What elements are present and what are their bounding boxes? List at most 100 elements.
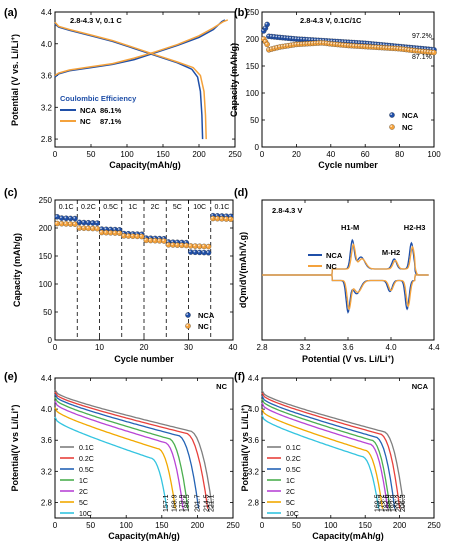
plot-f-line-0.5c [261,395,396,509]
plot-b-point-nc-shine [363,44,366,47]
plot-c-xtick-label: 10 [95,343,104,352]
plot-b-point-nca-shine [421,47,424,49]
plot-b-point-nca-shine [313,38,316,41]
plot-f-capacity-label-5c: 175.2 [379,494,386,512]
plot-c-point-nc-shine [180,243,182,246]
plot-b-point-nca-shine [432,48,435,50]
plot-b-point-nca-shine [269,34,272,37]
plot-b-point-nca-shine [335,39,338,42]
plot-b-point-nc-shine [344,43,347,46]
plot-b-legend-name-nca: NCA [402,111,419,120]
panel-label-c: (c) [4,187,18,199]
plot-b-point-nc-shine [330,42,333,45]
plot-f-xlabel: Capacity(mAh/g) [312,531,384,541]
plot-b-retention-nca: 97.2% [412,33,432,40]
plot-d-peak-label: M-H2 [382,248,400,257]
plot-e-xlabel: Capacity(mAh/g) [108,531,180,541]
plot-b-point-nca-shine [344,40,347,43]
plot-c-rate-label: 5C [173,204,182,211]
plot-b-point-nca-shine [377,42,380,45]
plot-a-legend-name-nca: NCA [80,106,97,115]
plot-b-point-nc-shine [426,50,429,53]
plot-b-point-nca-shine [327,39,330,42]
plot-c-point-nc-shine [82,226,85,229]
plot-c-point-nc [161,238,167,244]
plot-a-ytick-label: 3.6 [41,72,53,81]
plot-f-ytick-label: 3.6 [248,436,260,445]
plot-b-point-nca-shine [415,46,418,49]
plot-b-point-nc-shine [313,41,316,44]
plot-b-point-nca-shine [352,40,355,43]
plot-c-point-nca [205,250,212,256]
plot-b-legend-name-nc: NC [402,123,413,132]
plot-b-point-nc-shine [324,41,327,44]
plot-b-point-nc-shine [280,44,283,47]
plot-f-xtick-label: 200 [393,521,407,530]
plot-c-point-nc-shine [166,243,169,245]
plot-e-line-10c [54,416,168,509]
plot-b-point-nc-shine [322,41,325,44]
plot-a-discharge-line-nca [54,23,204,140]
plot-b-point-nca-shine [300,37,303,40]
plot-f-ylabel: Potential(V vs Li/Li+) [240,404,250,491]
plot-c-point-nca-shine [104,227,107,230]
plot-e-ylabel: Potential(V vs Li/Li+) [10,404,20,491]
plot-a-ylabel: Potential (V vs. Li/Li+) [10,34,20,126]
plot-e-xtick-label: 0 [53,521,58,530]
plot-f-capacity-label-0.5c: 192.9 [391,494,398,512]
plot-c-point-nca-shine [100,227,102,230]
plot-a-xtick-label: 200 [192,150,206,159]
plot-e-ytick-label: 3.2 [41,467,53,476]
plot-c-xtick-label: 30 [184,343,193,352]
plot-b-point-nc-shine [269,47,272,50]
plot-c-point-nca-shine [77,220,80,223]
plot-f-legend-name-2c: 2C [286,489,295,496]
plot-c-point-nc [228,216,234,222]
plot-f-xtick-label: 250 [427,521,441,530]
plot-c-point-nca-shine [197,250,200,253]
plot-b-point-nc-shine [263,40,266,42]
plot-b-frame [261,11,435,148]
plot-b-point-nc-shine [346,43,349,46]
plot-b-point-nca-shine [357,41,360,44]
plot-c-point-nc-shine [77,226,80,229]
plot-c-point-nc-shine [95,226,98,229]
plot-b-point-nc-shine [308,41,311,44]
plot-f-line-5c [261,408,384,509]
plot-c-point-nca-shine [184,240,187,243]
plot-c-point-nc-shine [131,234,133,237]
plot-c-point-nc-shine [206,244,209,247]
plot-b-point-nc-shine [369,45,371,48]
plot-a-legend-value-nca: 86.1% [100,106,122,115]
plot-e-line-5c [54,407,176,509]
plot-b-point-nc-shine [278,45,280,48]
plot-b-point-nc-shine [302,42,305,44]
plot-a-ytick-label: 3.2 [41,103,53,112]
plot-e-ytick-label: 3.6 [41,436,53,445]
plot-b-ytick-label: 150 [246,62,260,71]
plot-c-point-nc-shine [220,217,222,219]
plot-b-point-nc-shine [421,49,424,52]
plot-c-point-nca-shine [211,213,214,216]
plot-c-point-nc-shine [229,217,231,220]
plot-d-xtick-label: 3.2 [299,343,311,352]
plot-b-ytick-label: 250 [246,8,260,17]
plot-c-point-nc-shine [86,226,89,229]
plot-b-point-nc-shine [286,43,289,46]
plot-a-legend-value-nc: 87.1% [100,117,122,126]
plot-f-capacity-label-10c: 169.5 [375,494,382,512]
plot-b-xtick-label: 60 [361,150,370,159]
plot-b-point-nca-shine [265,22,268,25]
plot-b-point-nc-shine [418,49,421,52]
plot-c-point-nca [94,220,101,226]
plot-c-point-nca-shine [55,215,58,217]
plot-c-rate-label: 2C [151,204,160,211]
plot-c-legend-marker-nc [185,323,191,329]
plot-e-capacity-label-10c: 157.1 [163,494,170,512]
plot-f-capacity-label-1c: 185.9 [386,494,393,512]
plot-b-point-nca-shine [429,47,432,50]
plot-c-point-nca-shine [117,228,120,230]
plot-d-ylabel: dQm/dV(mAh/V.g) [238,232,248,308]
plot-b-point-nc-shine [311,41,314,44]
plot-b-point-nc-shine [283,44,286,47]
